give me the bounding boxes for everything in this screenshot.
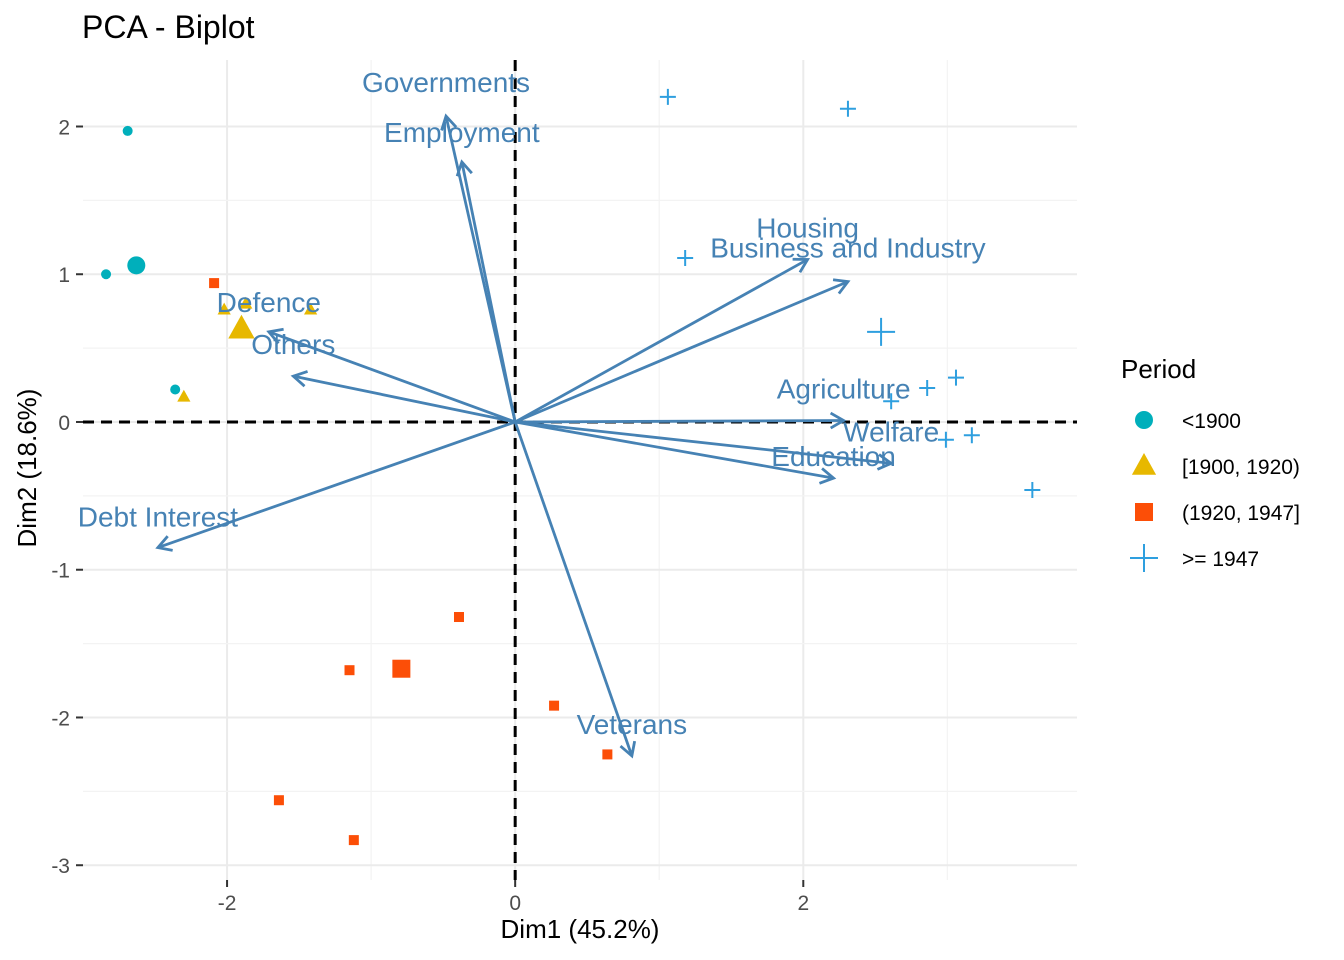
data-point [549, 700, 560, 711]
legend-label: [1900, 1920) [1182, 456, 1300, 479]
variable-arrow [515, 419, 844, 424]
y-tick-label: 2 [58, 116, 70, 139]
variable-arrowhead [455, 159, 473, 177]
data-point [937, 431, 954, 448]
group-mean-point [228, 314, 255, 339]
legend-label: (1920, 1947] [1182, 502, 1300, 525]
data-point [273, 795, 284, 806]
data-point [344, 665, 355, 676]
variable-label: Defence [217, 287, 321, 318]
variable-arrow [514, 280, 849, 424]
y-tick-label: 0 [58, 412, 70, 435]
variable-arrowhead [440, 113, 458, 131]
data-point [963, 427, 980, 444]
x-axis-title: Dim1 (45.2%) [501, 914, 660, 944]
data-point [239, 296, 253, 309]
data-point [839, 100, 856, 117]
data-point [217, 302, 231, 315]
variable-label: Veterans [577, 709, 688, 740]
data-point [348, 835, 359, 846]
data-point [947, 369, 964, 386]
y-axis-title: Dim2 (18.6%) [12, 389, 42, 548]
variable-label: Business and Industry [710, 233, 986, 264]
data-point [677, 249, 694, 266]
variable-arrowhead [829, 411, 847, 430]
data-point [170, 384, 181, 395]
y-tick-label: -2 [51, 707, 70, 730]
variable-arrow [157, 420, 516, 549]
legend-key-icon [1130, 544, 1158, 572]
group-mean-point [127, 256, 146, 275]
data-point [177, 389, 191, 402]
variable-arrowhead [792, 257, 811, 274]
data-point [883, 393, 900, 410]
variable-arrowhead [619, 740, 637, 759]
variable-arrow [515, 420, 892, 465]
y-tick-label: 1 [58, 264, 70, 287]
data-point [101, 269, 112, 280]
variable-label: Education [771, 441, 896, 472]
axes: -2 0 2 -3 -2 -1 0 1 2 [51, 116, 809, 915]
y-tick-label: -3 [51, 855, 70, 878]
legend-key-icon [1131, 453, 1157, 475]
variable-arrow [460, 161, 517, 423]
variable-label: Debt Interest [78, 502, 239, 533]
variable-arrow [268, 330, 516, 424]
variable-label: Housing [756, 212, 859, 243]
legend-key-icon [1135, 503, 1153, 521]
variable-arrow [293, 374, 516, 424]
data-point [304, 302, 318, 315]
observation-points [101, 88, 1041, 846]
data-point [659, 88, 676, 105]
variable-arrowhead [818, 467, 837, 485]
data-point [453, 612, 464, 623]
gridlines [83, 60, 1077, 880]
variable-label: Others [251, 329, 335, 360]
data-point [209, 278, 220, 289]
group-mean-point [392, 659, 411, 678]
variable-arrowhead [155, 535, 173, 552]
x-tick-label: -2 [218, 892, 237, 915]
x-tick-label: 0 [509, 892, 521, 915]
variable-arrowhead [290, 370, 309, 388]
variable-label: Governments [362, 67, 530, 98]
variable-arrowhead [832, 278, 851, 295]
variable-arrow [514, 258, 809, 424]
legend: Period <1900 [1900, 1920) (1920, 1947] >= 19… [1121, 354, 1300, 572]
variable-arrowhead [876, 453, 894, 471]
legend-key-icon [1135, 411, 1153, 429]
data-point [919, 380, 936, 396]
variable-label: Employment [384, 117, 540, 148]
data-point [1024, 481, 1041, 498]
legend-title: Period [1121, 354, 1196, 384]
legend-label: >= 1947 [1182, 548, 1259, 571]
data-point [122, 125, 133, 136]
variable-arrow [514, 420, 834, 480]
legend-label: <1900 [1182, 410, 1241, 433]
y-tick-label: -1 [51, 560, 70, 583]
group-mean-point [867, 317, 896, 346]
reference-lines [83, 60, 1077, 880]
variable-arrow [513, 421, 634, 757]
data-point [602, 749, 613, 760]
variable-arrows [155, 113, 894, 759]
x-tick-label: 2 [797, 892, 809, 915]
variable-label: Agriculture [777, 374, 911, 405]
variable-arrowhead [266, 327, 284, 345]
variable-label: Welfare [843, 416, 939, 447]
chart-title: PCA - Biplot [82, 9, 255, 45]
